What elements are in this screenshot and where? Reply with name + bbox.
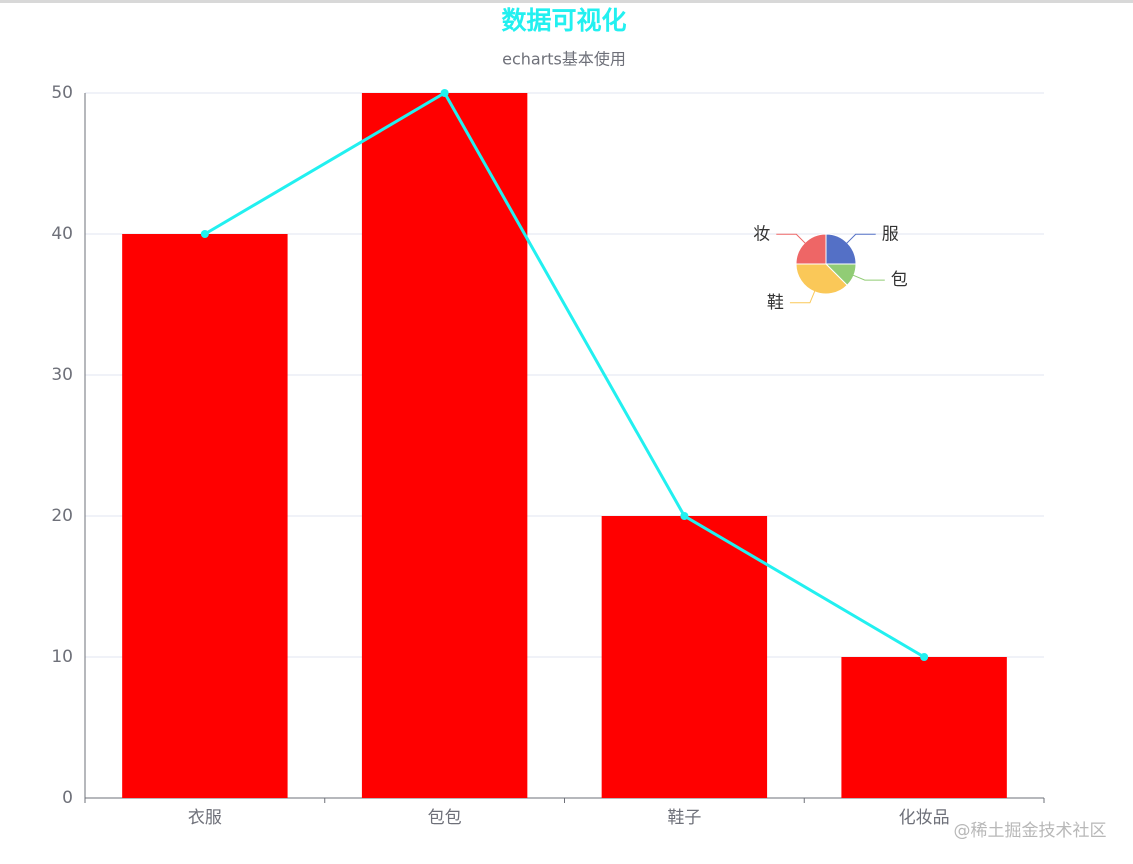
x-tick-label: 化妆品: [899, 808, 950, 828]
chart-title: 数据可视化: [501, 6, 626, 35]
y-tick-label: 10: [51, 647, 73, 667]
pie-leader: [851, 274, 885, 281]
pie-label: 鞋: [767, 293, 784, 313]
y-tick-label: 50: [51, 83, 73, 103]
bar: [361, 93, 528, 798]
y-tick-label: 30: [51, 365, 73, 385]
x-tick-label: 鞋子: [667, 808, 701, 828]
pie-label: 包: [891, 270, 908, 290]
line: [204, 90, 925, 659]
pie-leader: [776, 233, 807, 245]
chart-subtitle: echarts基本使用: [502, 50, 626, 69]
line-point: [680, 512, 689, 520]
bar: [601, 516, 768, 798]
y-tick-label: 0: [62, 788, 73, 808]
y-tick-label: 40: [51, 224, 73, 244]
y-tick-label: 20: [51, 506, 73, 526]
pie-label: 服: [882, 224, 899, 244]
x-tick-label: 衣服: [188, 808, 222, 828]
pie-label: 妆: [753, 224, 770, 244]
bar: [122, 234, 288, 798]
line-point: [200, 230, 209, 238]
watermark: @稀土掘金技术社区: [954, 821, 1107, 841]
pie-leader: [845, 233, 876, 245]
line-point: [920, 653, 929, 661]
bar: [841, 657, 1007, 798]
line-point: [440, 89, 449, 97]
pie-leader: [789, 289, 816, 304]
x-tick-label: 包包: [428, 808, 462, 828]
